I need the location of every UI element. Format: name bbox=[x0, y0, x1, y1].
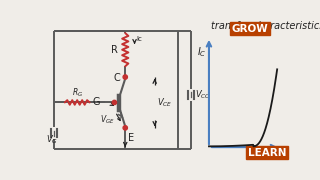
Text: $V_{CE}$: $V_{CE}$ bbox=[157, 96, 172, 109]
Text: C: C bbox=[114, 73, 121, 83]
Text: Ic: Ic bbox=[136, 36, 142, 42]
Text: LEARN: LEARN bbox=[248, 148, 286, 158]
Text: R: R bbox=[111, 45, 117, 55]
Circle shape bbox=[123, 75, 127, 79]
Text: $I_C$: $I_C$ bbox=[197, 46, 207, 59]
Text: $V_{GE}$: $V_{GE}$ bbox=[264, 145, 279, 158]
Text: $V_{CC}$: $V_{CC}$ bbox=[195, 89, 211, 101]
Text: E: E bbox=[128, 133, 134, 143]
Circle shape bbox=[112, 100, 116, 105]
Text: GROW: GROW bbox=[232, 24, 268, 34]
Text: transfer characteristics: transfer characteristics bbox=[211, 21, 320, 31]
Circle shape bbox=[123, 126, 127, 130]
Text: $V_G$: $V_G$ bbox=[46, 134, 58, 146]
Text: $R_G$: $R_G$ bbox=[72, 87, 83, 99]
Text: G: G bbox=[93, 97, 100, 107]
Text: $V_{GE}$: $V_{GE}$ bbox=[100, 113, 115, 126]
